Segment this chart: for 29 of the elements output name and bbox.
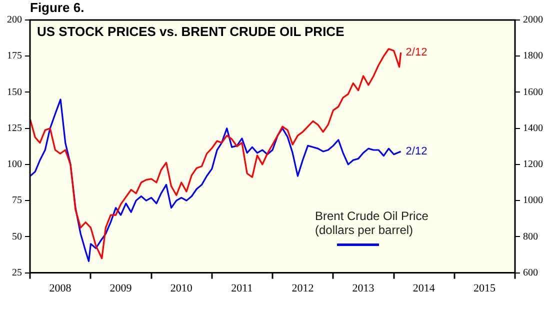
y-tick-label: 150 <box>7 86 22 98</box>
caption: Figure 6. <box>30 0 84 16</box>
y2-tick-label: 1200 <box>523 159 543 170</box>
y2-tick-label: 600 <box>523 267 538 278</box>
y-tick-label: 200 <box>7 14 22 26</box>
annotation: 2/12 <box>406 46 428 59</box>
y2-tick-label: 2000 <box>523 14 543 26</box>
y2-tick-label: 1800 <box>523 50 543 62</box>
y-tick-label: 125 <box>7 122 22 134</box>
chart-title: US STOCK PRICES vs. BRENT CRUDE OIL PRICE <box>37 24 345 40</box>
y-tick-label: 175 <box>7 50 22 62</box>
y-tick-label: 100 <box>7 159 22 170</box>
y-tick-label: 75 <box>12 195 22 206</box>
x-tick-label: 2012 <box>292 282 314 294</box>
y-tick-label: 50 <box>12 231 22 242</box>
x-tick-label: 2015 <box>473 282 496 294</box>
y2-tick-label: 1400 <box>523 122 543 134</box>
x-tick-label: 2008 <box>49 282 72 294</box>
x-tick-label: 2013 <box>352 282 375 294</box>
x-tick-label: 2014 <box>412 282 436 294</box>
text: Brent Crude Oil Price (dollars per barrel) <box>315 209 429 238</box>
y2-tick-label: 800 <box>523 231 538 242</box>
x-tick-label: 2011 <box>231 282 253 294</box>
annotation: 2/12 <box>406 145 428 158</box>
x-tick-label: 2010 <box>170 282 193 294</box>
y2-tick-label: 1000 <box>523 195 543 206</box>
y-tick-label: 25 <box>12 267 22 278</box>
y2-tick-label: 1600 <box>523 86 543 98</box>
x-tick-label: 2009 <box>110 282 132 294</box>
